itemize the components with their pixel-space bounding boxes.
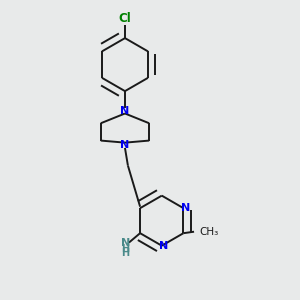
Text: N: N	[159, 241, 168, 251]
Text: N: N	[120, 106, 130, 116]
Text: Cl: Cl	[118, 13, 131, 26]
Text: N: N	[120, 140, 130, 150]
Text: N: N	[181, 202, 190, 213]
Text: H: H	[121, 244, 129, 254]
Text: N: N	[121, 238, 130, 248]
Text: CH₃: CH₃	[199, 227, 218, 237]
Text: H: H	[121, 248, 129, 258]
